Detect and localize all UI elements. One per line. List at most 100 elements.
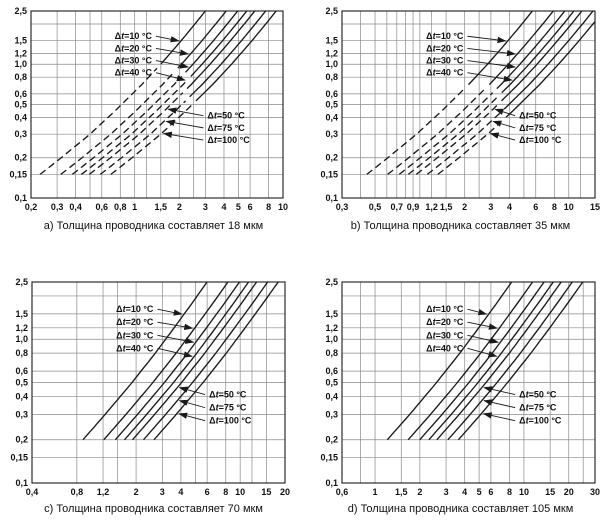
tick-labels-b: 0,3 0,5 0,7 0,9 1,2 1,5 2 3 4 6 8 10 152,51,51,21,00… bbox=[320, 6, 600, 212]
svg-text:1,0: 1,0 bbox=[14, 59, 27, 69]
curve-b-dt75 bbox=[426, 112, 501, 175]
curve-b-dt100 bbox=[437, 120, 502, 175]
svg-text:Δt=40 °C: Δt=40 °C bbox=[426, 68, 464, 78]
svg-text:0,4: 0,4 bbox=[325, 391, 338, 401]
svg-text:0,6: 0,6 bbox=[325, 366, 338, 376]
curve-c-dt40 bbox=[123, 282, 250, 441]
svg-text:2: 2 bbox=[462, 202, 467, 212]
svg-text:2,5: 2,5 bbox=[325, 277, 338, 287]
tick-labels-a: 0,2 0,3 0,4 0,6 0,8 1 1,5 2 3 4 5 6 8 10 2,5 1,5 1,21,0 0… bbox=[9, 6, 288, 212]
chart-b-caption: b) Толщина проводника составляет 35 мкм bbox=[350, 220, 571, 232]
curve-b-dt40 bbox=[407, 96, 499, 175]
svg-text:4: 4 bbox=[221, 202, 226, 212]
svg-text:Δt=100 °C: Δt=100 °C bbox=[519, 135, 562, 145]
plot-border-b bbox=[341, 10, 596, 199]
plot-border-a bbox=[30, 10, 284, 199]
svg-text:0,8: 0,8 bbox=[71, 487, 84, 497]
svg-text:6: 6 bbox=[205, 487, 210, 497]
svg-text:2: 2 bbox=[134, 487, 139, 497]
curve-a-dt20 bbox=[60, 71, 175, 175]
svg-text:Δt=30 °C: Δt=30 °C bbox=[426, 56, 464, 66]
tick-labels-c: 0,4 0,8 1,2 2 3 4 6 8 10 15 202,51,51,21,00,80,60,… bbox=[10, 277, 290, 497]
svg-text:Δt=75 °C: Δt=75 °C bbox=[519, 403, 557, 413]
curve-a-dt30 bbox=[185, 11, 239, 73]
curves-a bbox=[39, 11, 277, 175]
curve-d-dt50 bbox=[436, 282, 562, 441]
svg-text:Δt=10 °C: Δt=10 °C bbox=[426, 304, 464, 314]
chart-a-plot: 0,2 0,3 0,4 0,6 0,8 1 1,5 2 3 4 5 6 8 10 2,5 1,5 1,21,0 0… bbox=[9, 6, 288, 212]
svg-text:0,9: 0,9 bbox=[407, 202, 420, 212]
svg-text:5: 5 bbox=[477, 487, 482, 497]
svg-text:Δt=50 °C: Δt=50 °C bbox=[207, 111, 245, 121]
svg-text:3: 3 bbox=[444, 487, 449, 497]
svg-text:Δt=75 °C: Δt=75 °C bbox=[209, 403, 247, 413]
curve-a-dt40 bbox=[80, 80, 188, 175]
svg-text:1,0: 1,0 bbox=[15, 334, 28, 344]
svg-text:Δt=50 °C: Δt=50 °C bbox=[519, 111, 557, 121]
svg-text:Δt=30 °C: Δt=30 °C bbox=[115, 56, 153, 66]
svg-text:Δt=10 °C: Δt=10 °C bbox=[116, 304, 154, 314]
curve-b-dt75 bbox=[503, 11, 594, 110]
svg-text:3: 3 bbox=[488, 202, 493, 212]
curve-d-dt20 bbox=[407, 282, 534, 441]
curves-c bbox=[82, 282, 279, 441]
annotations-b: Δt=10 °C Δt=20 °C Δt=30 °C Δt=40 °C Δt=50 °C… bbox=[426, 31, 562, 145]
svg-text:2,5: 2,5 bbox=[15, 277, 28, 287]
svg-text:0,3: 0,3 bbox=[325, 129, 338, 139]
grid-c bbox=[31, 281, 286, 484]
svg-text:1,0: 1,0 bbox=[325, 334, 338, 344]
svg-text:1,2: 1,2 bbox=[325, 49, 338, 59]
svg-text:0,6: 0,6 bbox=[325, 89, 338, 99]
svg-text:20: 20 bbox=[280, 487, 290, 497]
curve-b-dt10 bbox=[468, 11, 533, 86]
svg-text:0,1: 0,1 bbox=[15, 478, 28, 488]
svg-text:1,0: 1,0 bbox=[325, 59, 338, 69]
curve-c-dt20 bbox=[103, 282, 229, 441]
svg-text:1,2: 1,2 bbox=[425, 202, 438, 212]
chart-a: 0,2 0,3 0,4 0,6 0,8 1 1,5 2 3 4 5 6 8 10 2,5 1,5 1,2 1,0 0… bbox=[0, 0, 307, 250]
svg-text:6: 6 bbox=[488, 487, 493, 497]
svg-text:0,8: 0,8 bbox=[325, 72, 338, 82]
curve-d-dt10 bbox=[386, 282, 513, 441]
curve-c-dt30 bbox=[114, 282, 241, 441]
curve-b-dt10 bbox=[366, 88, 465, 175]
svg-text:0,5: 0,5 bbox=[325, 378, 338, 388]
svg-text:0,15: 0,15 bbox=[320, 453, 338, 463]
svg-text:0,4: 0,4 bbox=[69, 202, 82, 212]
svg-text:5: 5 bbox=[236, 202, 241, 212]
svg-text:1: 1 bbox=[373, 487, 378, 497]
svg-text:Δt=100 °C: Δt=100 °C bbox=[519, 416, 562, 426]
svg-text:0,2: 0,2 bbox=[25, 202, 38, 212]
curve-b-dt50 bbox=[501, 11, 583, 102]
svg-text:Δt=40 °C: Δt=40 °C bbox=[115, 68, 153, 78]
svg-text:0,3: 0,3 bbox=[15, 409, 28, 419]
svg-text:Δt=100 °C: Δt=100 °C bbox=[209, 416, 252, 426]
svg-text:Δt=40 °C: Δt=40 °C bbox=[426, 343, 464, 353]
svg-text:Δt=75 °C: Δt=75 °C bbox=[519, 123, 557, 133]
tick-labels-d: 0,6 1 1,5 2 3 4 5 6 8 10 15 20 302,51,51,21,00,80,60… bbox=[320, 277, 600, 497]
curve-c-dt10 bbox=[82, 282, 208, 441]
curve-c-dt100 bbox=[153, 282, 279, 441]
annotations-a: Δt=10 °C Δt=20 °C Δt=30 °C Δt=40 °C Δt=50 °C… bbox=[115, 31, 251, 145]
curve-a-dt10 bbox=[160, 11, 206, 65]
svg-text:Δt=20 °C: Δt=20 °C bbox=[115, 43, 153, 53]
svg-text:8: 8 bbox=[266, 202, 271, 212]
svg-text:8: 8 bbox=[507, 487, 512, 497]
svg-text:1,5: 1,5 bbox=[395, 487, 408, 497]
svg-text:2,5: 2,5 bbox=[14, 6, 27, 16]
svg-text:0,2: 0,2 bbox=[325, 435, 338, 445]
svg-text:0,6: 0,6 bbox=[15, 366, 28, 376]
svg-text:1,5: 1,5 bbox=[325, 309, 338, 319]
svg-text:1,2: 1,2 bbox=[14, 49, 27, 59]
curve-b-dt20 bbox=[488, 11, 554, 86]
svg-text:0,4: 0,4 bbox=[325, 112, 338, 122]
svg-text:0,4: 0,4 bbox=[26, 487, 39, 497]
svg-text:10: 10 bbox=[235, 487, 245, 497]
curves-b bbox=[366, 11, 595, 175]
curve-a-dt75 bbox=[189, 11, 267, 98]
svg-text:4: 4 bbox=[507, 202, 512, 212]
chart-d: 0,6 1 1,5 2 3 4 5 6 8 10 15 20 30 2,5 1,5 1,2 1,0 0,8 0,6 0… bbox=[307, 264, 614, 527]
svg-text:3: 3 bbox=[160, 487, 165, 497]
svg-text:0,3: 0,3 bbox=[336, 202, 349, 212]
svg-text:0,4: 0,4 bbox=[14, 112, 27, 122]
